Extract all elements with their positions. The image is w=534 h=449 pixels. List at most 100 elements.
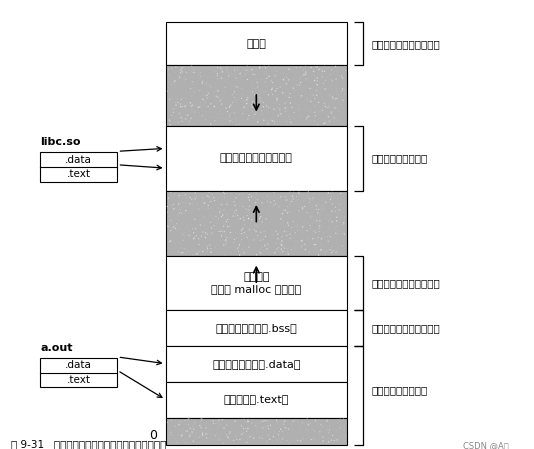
Point xyxy=(329,98,337,105)
Point xyxy=(236,215,245,222)
Point xyxy=(313,77,322,84)
Point xyxy=(217,201,226,208)
Point xyxy=(249,70,257,78)
Point xyxy=(167,431,176,438)
Point xyxy=(282,105,291,112)
Point xyxy=(178,103,187,110)
Point xyxy=(279,97,287,105)
Point xyxy=(165,73,174,80)
Point xyxy=(198,218,206,225)
Point xyxy=(187,214,196,221)
Point xyxy=(233,194,242,201)
Point xyxy=(178,64,186,71)
Point xyxy=(286,115,294,123)
Point xyxy=(285,189,294,197)
Point xyxy=(244,77,252,84)
Point xyxy=(327,436,335,444)
Point xyxy=(211,96,220,103)
Point xyxy=(255,121,264,128)
Point xyxy=(177,104,186,111)
Point xyxy=(181,229,190,237)
Point xyxy=(332,85,340,92)
Point xyxy=(309,197,318,204)
Point xyxy=(300,66,308,73)
Point xyxy=(205,189,213,196)
Point xyxy=(297,231,305,238)
Point xyxy=(287,246,296,253)
Point xyxy=(184,421,193,428)
Point xyxy=(178,68,186,75)
Point xyxy=(301,62,310,70)
Point xyxy=(277,241,286,248)
Point xyxy=(189,81,197,88)
Point xyxy=(292,64,301,71)
Point xyxy=(289,76,298,84)
Point xyxy=(186,194,194,201)
Point xyxy=(242,98,250,106)
Point xyxy=(305,222,314,229)
Point xyxy=(292,431,300,438)
Point xyxy=(329,208,337,216)
Point xyxy=(313,202,322,210)
Point xyxy=(167,417,176,424)
Point xyxy=(278,248,286,255)
Point xyxy=(191,195,199,202)
Point xyxy=(255,434,264,441)
Point xyxy=(207,249,216,256)
Point xyxy=(290,109,299,116)
Point xyxy=(339,85,347,92)
Point xyxy=(228,98,237,106)
Point xyxy=(303,209,311,216)
Point xyxy=(174,251,182,258)
Point xyxy=(303,107,311,114)
Point xyxy=(334,116,342,123)
Point xyxy=(329,218,338,225)
Point xyxy=(258,97,266,104)
Point xyxy=(189,102,197,109)
Point xyxy=(226,72,234,79)
Point xyxy=(197,108,206,115)
Point xyxy=(277,240,286,247)
Point xyxy=(333,118,342,125)
Point xyxy=(188,198,197,206)
Point xyxy=(276,105,285,112)
Point xyxy=(332,77,340,84)
Point xyxy=(244,77,253,84)
Point xyxy=(222,243,230,251)
Point xyxy=(294,223,302,230)
Point xyxy=(274,222,282,229)
Point xyxy=(166,96,174,103)
Point xyxy=(229,191,238,198)
Point xyxy=(210,117,219,124)
Point xyxy=(173,439,182,446)
Point xyxy=(236,434,245,441)
Point xyxy=(182,111,191,119)
Point xyxy=(280,434,288,441)
Point xyxy=(248,66,256,73)
Point xyxy=(167,247,175,255)
Point xyxy=(326,191,334,198)
Point xyxy=(233,234,241,242)
Point xyxy=(195,71,204,79)
Point xyxy=(190,102,198,109)
Point xyxy=(264,432,272,440)
Point xyxy=(341,424,349,431)
Point xyxy=(315,66,324,73)
Point xyxy=(317,94,326,101)
Point xyxy=(231,86,240,93)
Point xyxy=(277,249,286,256)
Point xyxy=(191,205,199,212)
Point xyxy=(189,78,197,85)
Point xyxy=(188,63,197,70)
Point xyxy=(180,245,189,252)
Point xyxy=(170,205,178,212)
Point xyxy=(193,202,202,209)
Point xyxy=(283,203,292,210)
Point xyxy=(296,104,305,111)
Point xyxy=(208,205,217,212)
Point xyxy=(167,225,176,233)
Point xyxy=(239,245,247,252)
Point xyxy=(217,213,226,220)
Point xyxy=(192,69,200,76)
Point xyxy=(211,77,220,84)
